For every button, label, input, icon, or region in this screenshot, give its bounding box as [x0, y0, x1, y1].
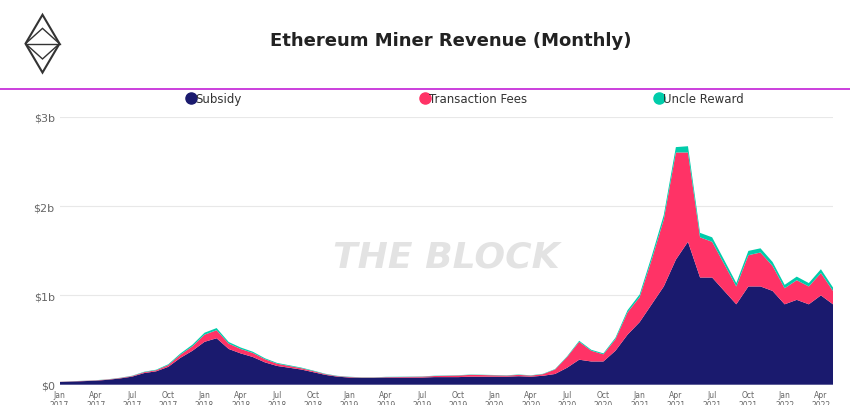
- Text: Subsidy: Subsidy: [196, 93, 242, 106]
- Text: Ethereum Miner Revenue (Monthly): Ethereum Miner Revenue (Monthly): [269, 32, 632, 50]
- Text: Uncle Reward: Uncle Reward: [663, 93, 744, 106]
- Text: THE BLOCK: THE BLOCK: [333, 239, 559, 273]
- Text: Transaction Fees: Transaction Fees: [429, 93, 527, 106]
